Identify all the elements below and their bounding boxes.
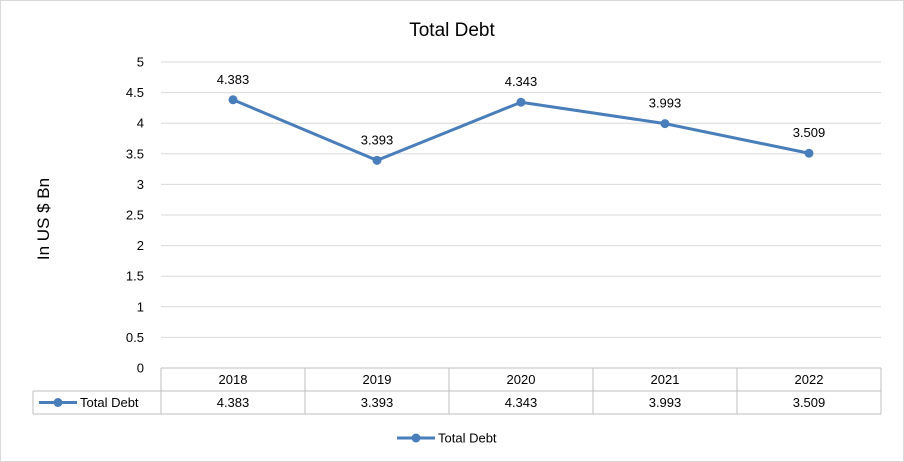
y-tick-label: 0 [137, 361, 144, 376]
data-point [516, 97, 526, 107]
table-value-cell: 3.993 [649, 395, 682, 410]
table-value-cell: 3.393 [361, 395, 394, 410]
x-category-label: 2022 [795, 372, 824, 387]
table-value-cell: 4.343 [505, 395, 538, 410]
data-point [228, 95, 238, 105]
table-series-name: Total Debt [80, 395, 139, 410]
data-point [372, 155, 382, 165]
series-layer: 4.383 3.393 4.343 3.993 3.509 [217, 72, 826, 165]
legend: Total Debt [397, 431, 497, 446]
y-tick-label: 5 [137, 55, 144, 70]
y-tick-label: 1.5 [126, 269, 144, 284]
data-point [660, 119, 670, 129]
y-tick-label: 2 [137, 238, 144, 253]
table-value-cell: 4.383 [217, 395, 250, 410]
y-tick-label: 1 [137, 299, 144, 314]
table-series-key-marker [53, 398, 63, 407]
chart-title: Total Debt [409, 20, 495, 41]
legend-label: Total Debt [438, 431, 497, 446]
x-category-label: 2020 [507, 372, 536, 387]
x-category-label: 2021 [651, 372, 680, 387]
y-tick-label: 3 [137, 177, 144, 192]
data-table: 2018 2019 2020 2021 2022 4.383 3.393 4.343 3.993… [32, 367, 882, 415]
series-line [232, 98, 810, 162]
y-tick-label: 0.5 [126, 330, 144, 345]
y-tick-label: 4 [137, 116, 144, 131]
x-category-label: 2018 [219, 372, 248, 387]
y-axis-label: In US $ Bn [34, 178, 53, 260]
data-point [804, 148, 814, 158]
data-label: 3.393 [361, 132, 394, 147]
gridlines [161, 61, 881, 338]
y-tick-label: 4.5 [126, 85, 144, 100]
data-label: 4.343 [505, 74, 538, 89]
x-category-label: 2019 [363, 372, 392, 387]
legend-marker [411, 433, 421, 443]
data-label: 3.993 [649, 96, 682, 111]
data-label: 4.383 [217, 72, 250, 87]
y-axis-ticks: 0 0.5 1 1.5 2 2.5 3 3.5 4 4.5 5 [126, 55, 144, 376]
y-tick-label: 3.5 [126, 146, 144, 161]
y-tick-label: 2.5 [126, 208, 144, 223]
data-label: 3.509 [793, 125, 826, 140]
table-value-cell: 3.509 [793, 395, 826, 410]
